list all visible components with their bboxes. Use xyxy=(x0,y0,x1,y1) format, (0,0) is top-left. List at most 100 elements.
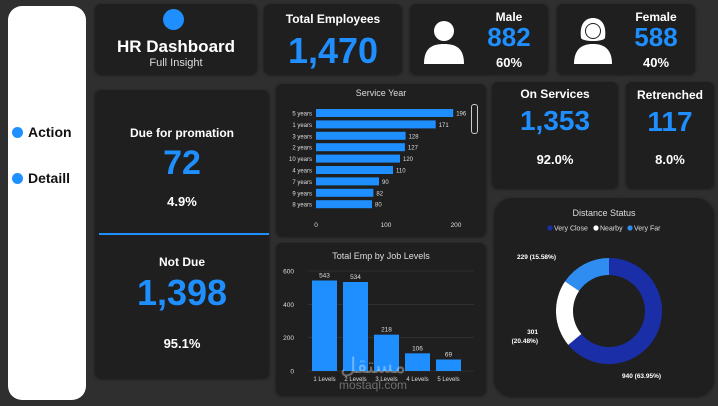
legend-marker xyxy=(593,225,599,231)
bullet-icon xyxy=(12,126,23,138)
logo-dot-icon xyxy=(163,9,184,30)
legend-label: Nearby xyxy=(600,226,623,233)
job-levels-bar xyxy=(343,282,368,371)
job-levels-x-tick: 1 Levels xyxy=(313,377,335,383)
service-year-tick-label: 1 years xyxy=(292,123,312,129)
donut-data-label-percent: (20.48%) xyxy=(512,338,538,345)
job-levels-title: Total Emp by Job Levels xyxy=(332,251,430,261)
not-due-percent: 95.1% xyxy=(163,336,201,351)
not-due-value: 1,398 xyxy=(136,272,228,313)
service-year-tick-label: 7 years xyxy=(292,180,312,186)
job-levels-x-tick: 5 Levels xyxy=(437,377,459,383)
service-year-bar xyxy=(316,120,436,129)
distance-status-title: Distance Status xyxy=(572,208,636,218)
job-levels-data-label: 543 xyxy=(319,273,330,280)
service-year-card: Service Year 5 years 196 1 years 171 3 years… xyxy=(276,84,486,236)
header-card: HR Dashboard Full Insight xyxy=(95,4,257,74)
retrenched-value: 117 xyxy=(647,106,693,137)
service-year-tick-label: 4 years xyxy=(292,169,312,175)
female-person-icon xyxy=(574,18,612,64)
service-year-x-tick: 100 xyxy=(381,222,392,229)
service-year-data-label: 82 xyxy=(376,191,383,197)
female-value: 588 xyxy=(634,22,678,52)
male-person-icon xyxy=(424,21,464,64)
donut-data-label: 940 (63.95%) xyxy=(622,373,661,380)
male-percent: 60% xyxy=(495,55,523,70)
due-promotion-value: 72 xyxy=(163,144,201,182)
retrenched-label: Retrenched xyxy=(636,88,704,102)
service-year-data-label: 128 xyxy=(409,134,420,140)
female-card: Female 588 40% xyxy=(557,4,695,74)
on-services-percent: 92.0% xyxy=(536,152,574,167)
service-year-data-label: 127 xyxy=(408,146,419,152)
job-levels-x-tick: 3 Levels xyxy=(375,377,397,383)
legend-marker xyxy=(547,225,553,231)
service-year-chart: 5 years 196 1 years 171 3 years 128 2 years 127… xyxy=(289,109,467,229)
watermark: مستقل mostaql.com xyxy=(318,354,428,393)
service-year-tick-label: 10 years xyxy=(289,157,312,163)
job-levels-card: Total Emp by Job Levels 0 200 400 600 543 1 L… xyxy=(276,243,486,395)
service-year-tick-label: 2 years xyxy=(292,146,312,152)
service-year-bar xyxy=(316,143,405,152)
service-year-bar xyxy=(316,166,393,174)
service-year-tick-label: 5 years xyxy=(292,112,312,118)
service-year-data-label: 171 xyxy=(439,123,450,129)
nav-item-detail[interactable]: Detaill xyxy=(12,170,70,186)
job-levels-bar xyxy=(405,353,430,371)
on-services-label: On Services xyxy=(520,87,590,101)
job-levels-bar xyxy=(312,280,337,371)
watermark-arabic: مستقل xyxy=(340,354,406,379)
retrenched-card: Retrenched 117 8.0% xyxy=(626,82,714,188)
donut-data-label-value: 301 xyxy=(527,329,538,336)
job-levels-y-tick: 0 xyxy=(290,369,294,376)
service-year-data-label: 80 xyxy=(375,203,382,209)
legend-label: Very Far xyxy=(634,226,661,233)
job-levels-data-label: 106 xyxy=(412,345,423,352)
bullet-icon xyxy=(12,172,23,184)
donut-slice xyxy=(568,258,662,364)
retrenched-percent: 8.0% xyxy=(655,152,685,167)
scrollbar[interactable] xyxy=(471,104,478,134)
on-services-value: 1,353 xyxy=(519,105,591,136)
service-year-bar xyxy=(316,177,379,186)
donut-slice xyxy=(565,258,609,291)
male-card: Male 882 60% xyxy=(410,4,548,74)
service-year-data-label: 120 xyxy=(403,157,414,163)
on-services-card: On Services 1,353 92.0% xyxy=(492,82,618,188)
watermark-latin: mostaql.com xyxy=(338,378,408,392)
nav-item-label: Detaill xyxy=(28,170,71,186)
service-year-bar xyxy=(316,131,406,140)
due-promotion-label: Due for promation xyxy=(130,126,234,140)
donut-data-label: 229 (15.58%) xyxy=(517,254,556,261)
male-label: Male xyxy=(495,10,523,24)
female-label: Female xyxy=(635,10,677,24)
service-year-bar xyxy=(316,154,400,163)
job-levels-data-label: 69 xyxy=(445,352,453,359)
job-levels-bar xyxy=(374,334,399,371)
service-year-data-label: 90 xyxy=(382,180,389,186)
page-title: HR Dashboard xyxy=(116,37,236,56)
male-value: 882 xyxy=(487,22,531,52)
service-year-x-tick: 0 xyxy=(314,222,318,229)
nav-item-label: Action xyxy=(28,124,72,140)
due-promotion-percent: 4.9% xyxy=(167,194,197,209)
distance-status-chart: Very Close Nearby Very Far 940 (63.95%) 301 (… xyxy=(512,225,662,380)
service-year-data-label: 110 xyxy=(396,169,406,175)
total-employees-value: 1,470 xyxy=(287,30,379,71)
service-year-title: Service Year xyxy=(355,88,407,98)
nav-item-action[interactable]: Action xyxy=(12,124,72,140)
female-percent: 40% xyxy=(642,55,670,70)
service-year-bar xyxy=(316,200,372,209)
page-subtitle: Full Insight xyxy=(149,57,203,69)
service-year-bar xyxy=(316,109,454,117)
job-levels-y-tick: 200 xyxy=(283,335,294,342)
job-levels-data-label: 534 xyxy=(350,274,361,281)
total-employees-label: Total Employees xyxy=(285,12,381,26)
job-levels-data-label: 218 xyxy=(381,327,392,334)
service-year-x-tick: 200 xyxy=(451,222,462,229)
service-year-tick-label: 8 years xyxy=(292,203,312,209)
job-levels-bar xyxy=(436,359,461,371)
job-levels-x-tick: 4 Levels xyxy=(406,377,428,383)
distance-status-card: Distance Status Very Close Nearby Very Far… xyxy=(494,198,714,396)
job-levels-y-tick: 600 xyxy=(283,269,294,276)
